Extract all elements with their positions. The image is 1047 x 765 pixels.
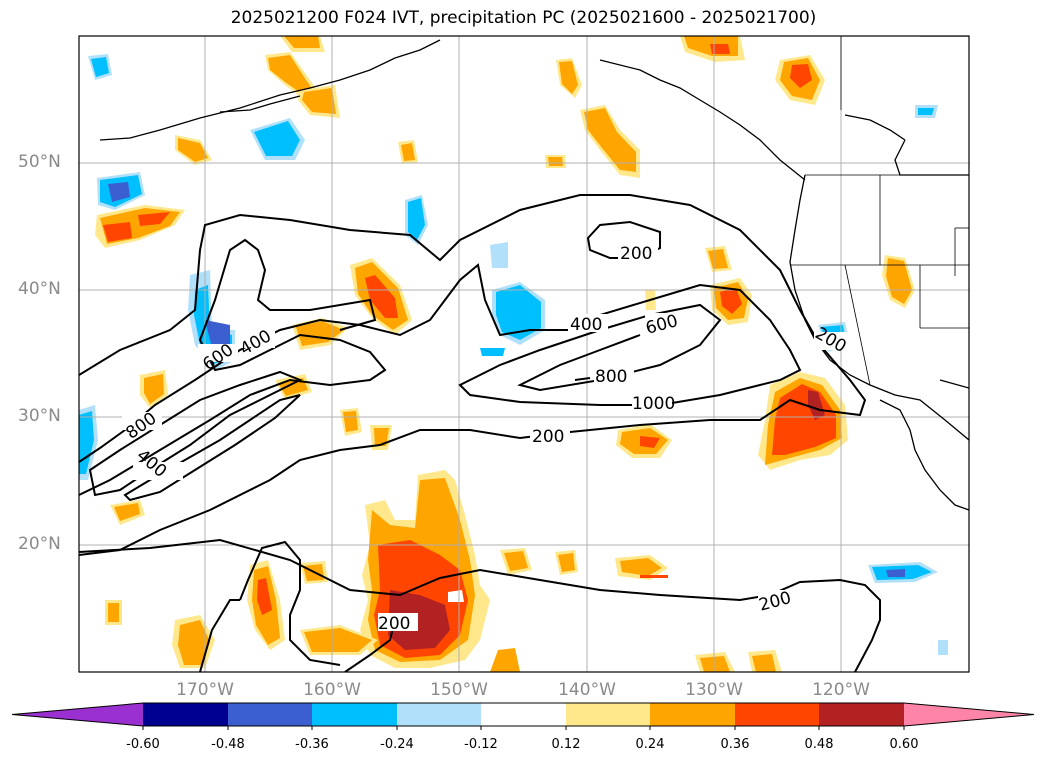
colorbar-segment	[650, 703, 735, 726]
colorbar-extend-min	[12, 703, 143, 726]
lon-tick-label: 130°W	[685, 680, 743, 700]
lat-tick-label: 20°N	[18, 534, 61, 554]
ivt-label: 200	[532, 427, 564, 447]
lon-tick-label: 160°W	[303, 680, 361, 700]
map-title: 2025021200 F024 IVT, precipitation PC (2…	[230, 8, 817, 28]
ivt-contour-200-west	[79, 194, 867, 556]
lon-tick-label: 170°W	[176, 680, 234, 700]
colorbar-tick-label: 0.24	[635, 737, 665, 752]
lon-tick-label: 120°W	[812, 680, 870, 700]
ivt-contours	[79, 194, 881, 672]
precip-shading	[79, 36, 948, 672]
map-plot-area: 200 400 600 800 1000 200 400 600 800 400…	[79, 36, 969, 672]
state-borders	[790, 36, 969, 386]
lon-tick-label: 150°W	[430, 680, 488, 700]
lat-tick-label: 50°N	[18, 152, 61, 172]
colorbar-tick-label: 0.36	[720, 737, 750, 752]
lat-tick-label: 30°N	[18, 406, 61, 426]
colorbar-segment	[228, 703, 312, 726]
colorbar-tick-label: -0.36	[295, 737, 329, 752]
ivt-label: 400	[570, 315, 602, 335]
colorbar-extend-max	[904, 703, 1034, 726]
colorbar-tick-label: 0.12	[551, 737, 581, 752]
colorbar	[11, 702, 1035, 730]
colorbar-segment	[481, 703, 566, 726]
lon-tick-label: 140°W	[558, 680, 616, 700]
ivt-contour-400-west	[79, 238, 387, 496]
colorbar-segment	[312, 703, 397, 726]
colorbar-tick-label: -0.12	[464, 737, 498, 752]
colorbar-tick-label: -0.48	[211, 737, 245, 752]
colorbar-tick-label: -0.24	[380, 737, 414, 752]
lat-tick-label: 40°N	[18, 279, 61, 299]
ivt-label: 1000	[632, 394, 675, 414]
colorbar-tick-label: 0.60	[889, 737, 919, 752]
ivt-label: 800	[595, 367, 627, 387]
colorbar-tick-label: 0.48	[804, 737, 834, 752]
colorbar-tick-label: -0.60	[126, 737, 160, 752]
ivt-label: 200	[620, 244, 652, 264]
colorbar-segment	[397, 703, 481, 726]
colorbar-segment	[735, 703, 819, 726]
colorbar-segment	[143, 703, 228, 726]
ivt-label: 200	[378, 614, 410, 634]
colorbar-segment	[566, 703, 650, 726]
colorbar-segment	[819, 703, 904, 726]
map-frame	[78, 35, 970, 673]
